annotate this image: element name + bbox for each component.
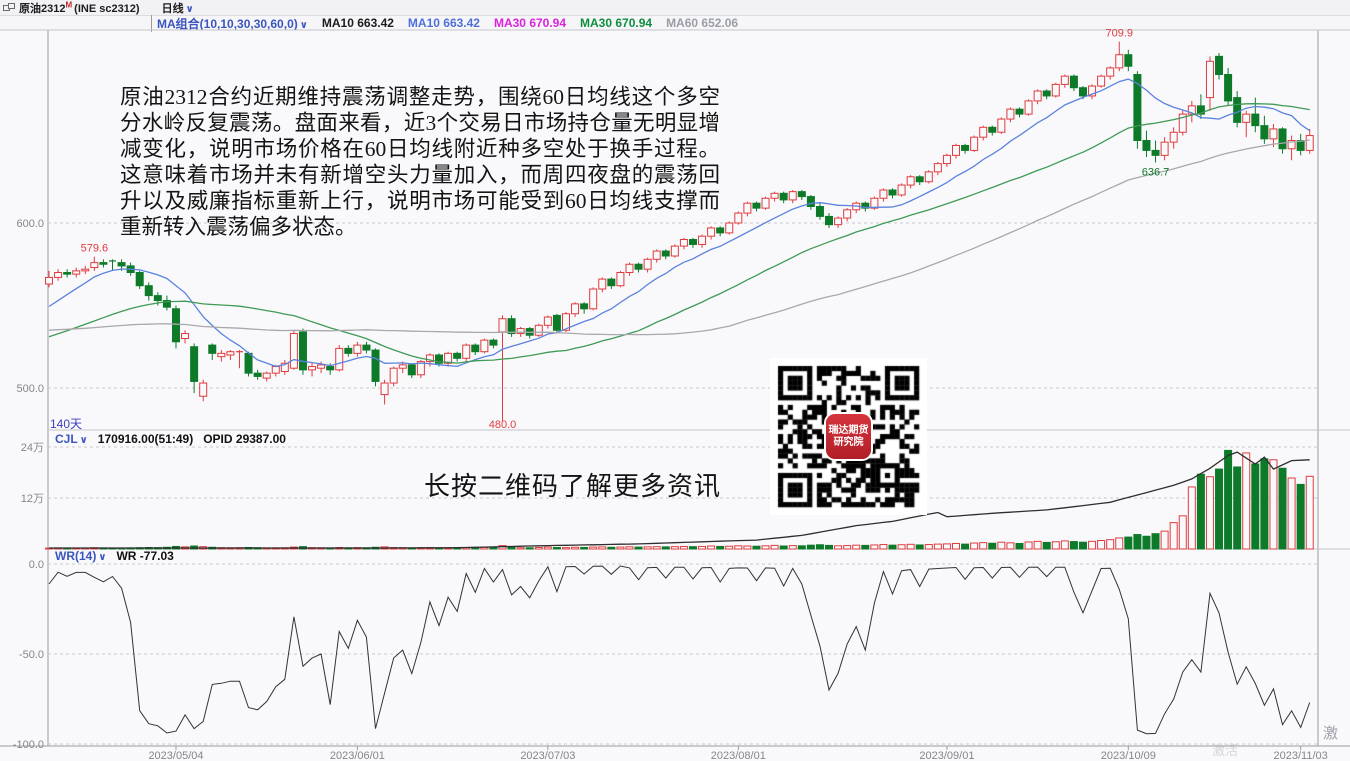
svg-text:12万: 12万 (21, 493, 44, 505)
period-dropdown[interactable]: 日线 ∨ (161, 2, 194, 15)
ma-indicator-bar: MA组合(10,10,30,30,60,0) ∨ MA10 663.42 MA10… (0, 14, 1350, 32)
svg-text:-100.0: -100.0 (13, 739, 44, 751)
wr-panel-header: WR(14) ∨ WR -77.03 (55, 549, 174, 563)
chevron-down-icon: ∨ (79, 435, 88, 446)
svg-text:709.9: 709.9 (1105, 28, 1133, 40)
svg-text:24万: 24万 (21, 442, 44, 454)
svg-text:2023/06/01: 2023/06/01 (330, 750, 385, 761)
qr-caption: 长按二维码了解更多资讯 (424, 472, 722, 501)
ma60-value: MA60 652.06 (666, 16, 739, 30)
svg-text:2023/10/09: 2023/10/09 (1101, 750, 1156, 761)
svg-text:-50.0: -50.0 (19, 649, 44, 661)
watermark-text-faint: 激活 (1212, 743, 1239, 758)
contract-pages-icon[interactable] (3, 2, 15, 13)
chevron-down-icon: ∨ (185, 3, 194, 15)
analysis-annotation: 原油2312合约近期维持震荡调整走势，围绕60日均线这个多空分水岭反复震荡。盘面… (120, 85, 720, 239)
qr-code: 瑞达期货 研究院 (770, 358, 927, 515)
chevron-down-icon: ∨ (98, 552, 107, 563)
svg-text:500.0: 500.0 (16, 383, 44, 395)
svg-text:2023/07/03: 2023/07/03 (520, 750, 575, 761)
cjl-volume-value: 170916.00(51:49) (97, 432, 194, 446)
cjl-opid-value: OPID 29387.00 (203, 432, 286, 446)
ma-indicator-dropdown[interactable]: MA组合(10,10,30,30,60,0) ∨ (151, 14, 308, 32)
qr-logo: 瑞达期货 研究院 (826, 414, 871, 459)
svg-text:2023/05/04: 2023/05/04 (148, 750, 203, 761)
wr-value: WR -77.03 (116, 549, 174, 563)
svg-text:2023/11/03: 2023/11/03 (1274, 750, 1328, 761)
ma10-value: MA10 663.42 (321, 16, 394, 30)
svg-text:2023/08/01: 2023/08/01 (711, 750, 766, 761)
chevron-down-icon: ∨ (299, 19, 308, 31)
svg-text:636.7: 636.7 (1142, 166, 1170, 178)
wr-indicator-dropdown[interactable]: WR(14) ∨ (55, 549, 107, 563)
svg-text:2023/09/01: 2023/09/01 (919, 750, 974, 761)
ma10b-value: MA10 663.42 (407, 16, 480, 30)
contract-code: (INE sc2312) (74, 2, 140, 15)
contract-title[interactable]: 原油2312M (INE sc2312) (19, 0, 140, 15)
svg-text:480.0: 480.0 (489, 419, 517, 431)
ma30b-value: MA30 670.94 (580, 16, 653, 30)
svg-text:579.6: 579.6 (81, 243, 109, 255)
ma30-value: MA30 670.94 (493, 16, 567, 30)
volume-panel-header: CJL ∨ 170916.00(51:49) OPID 29387.00 (55, 432, 286, 446)
main-contract-marker: M (65, 0, 73, 9)
day-count-label: 140天 (50, 417, 83, 431)
cjl-indicator-dropdown[interactable]: CJL ∨ (55, 432, 88, 446)
svg-text:600.0: 600.0 (16, 218, 44, 230)
title-bar: 原油2312M (INE sc2312) 日线 ∨ (0, 0, 1350, 16)
watermark-text: 激 (1323, 725, 1339, 742)
svg-text:0.0: 0.0 (29, 559, 44, 571)
